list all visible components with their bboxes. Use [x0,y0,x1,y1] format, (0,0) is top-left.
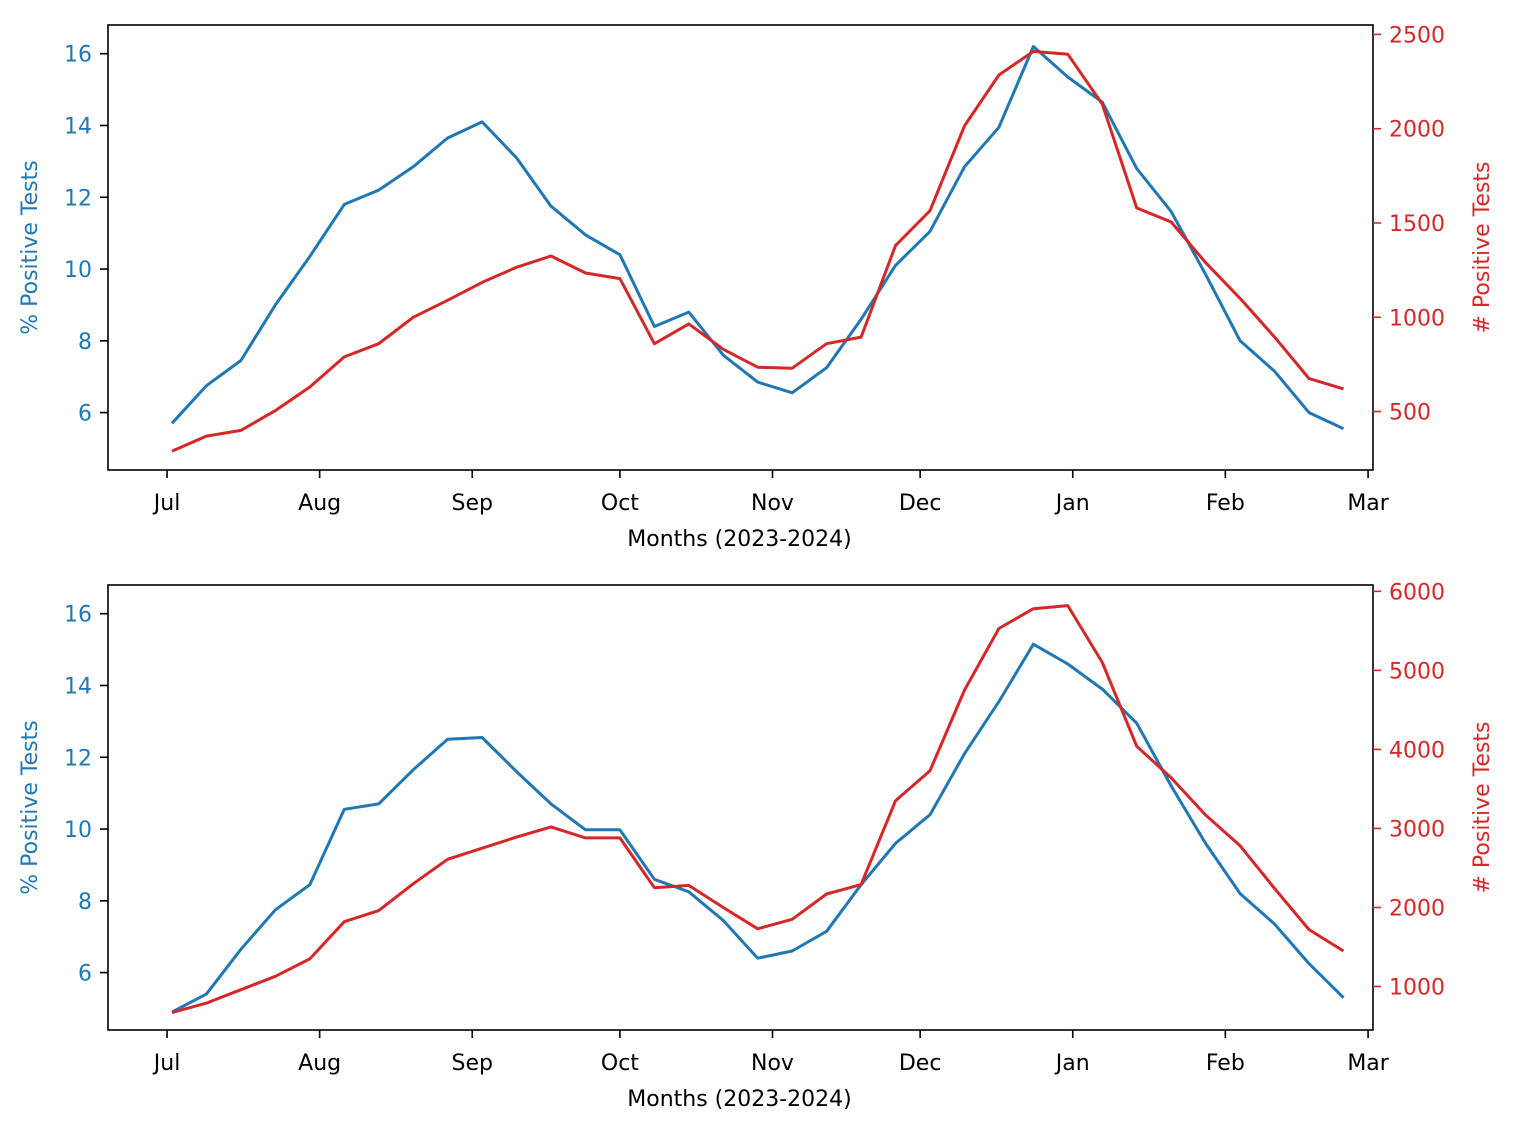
x-tick-label: Jan [1054,1051,1090,1076]
right-y-tick-label: 5000 [1389,659,1445,684]
right-y-tick-label: 2000 [1389,896,1445,921]
x-tick-label: Jul [152,491,181,516]
x-tick-label: Dec [899,491,942,516]
left-y-axis-title: % Positive Tests [18,160,43,335]
right-y-tick-label: 2500 [1389,23,1445,48]
pct-positive-line [171,642,1345,1014]
x-tick-label: Oct [601,1051,639,1076]
left-y-tick-label: 14 [64,674,92,699]
x-tick-label: Nov [751,1051,794,1076]
right-y-axis-title: # Positive Tests [1470,161,1495,333]
right-y-tick-label: 3000 [1389,817,1445,842]
x-tick-label: Feb [1206,491,1245,516]
chart-panel-1: Jul Aug Sep Oct Nov Dec Jan Feb Mar 6 8 10 12 14 16 500… [18,23,1495,552]
left-y-tick-label: 8 [78,330,92,355]
right-y-tick-label: 4000 [1389,738,1445,763]
x-axis-title: Months (2023-2024) [627,527,852,552]
left-y-tick-label: 8 [78,890,92,915]
count-positive-line [171,49,1344,453]
right-y-tick-label: 2000 [1389,118,1445,143]
right-y-axis-title: # Positive Tests [1470,721,1495,893]
right-y-tick-label: 1000 [1389,976,1445,1001]
x-tick-label: Jan [1054,491,1090,516]
plot-frame [107,584,1374,1031]
left-y-tick-label: 6 [78,962,92,987]
x-tick-label: Aug [298,491,341,516]
left-y-tick-label: 10 [64,818,92,843]
left-y-tick-label: 6 [78,402,92,427]
x-tick-label: Sep [452,1051,493,1076]
pct-positive-line [170,45,1345,431]
x-tick-label: Sep [452,491,493,516]
x-tick-label: Oct [601,491,639,516]
left-y-tick-label: 16 [64,603,92,628]
x-tick-label: Aug [298,1051,341,1076]
left-y-axis-title: % Positive Tests [18,720,43,895]
x-tick-label: Jul [152,1051,181,1076]
left-y-tick-label: 10 [64,258,92,283]
plot-frame [107,24,1374,471]
x-tick-label: Feb [1206,1051,1245,1076]
left-y-tick-label: 12 [64,746,92,771]
right-y-tick-label: 6000 [1389,580,1445,605]
left-y-tick-label: 16 [64,43,92,68]
x-tick-label: Dec [899,1051,942,1076]
right-y-tick-label: 1000 [1389,306,1445,331]
x-tick-label: Mar [1347,491,1389,516]
x-axis-title: Months (2023-2024) [627,1087,852,1112]
chart-panel-2: Jul Aug Sep Oct Nov Dec Jan Feb Mar 6 8 10 12 14 16 100… [18,580,1495,1112]
right-y-tick-label: 500 [1389,401,1431,426]
x-tick-label: Mar [1347,1051,1389,1076]
right-y-tick-label: 1500 [1389,212,1445,237]
x-tick-label: Nov [751,491,794,516]
left-y-tick-label: 14 [64,114,92,139]
left-y-tick-label: 12 [64,186,92,211]
count-positive-line [171,604,1345,1015]
